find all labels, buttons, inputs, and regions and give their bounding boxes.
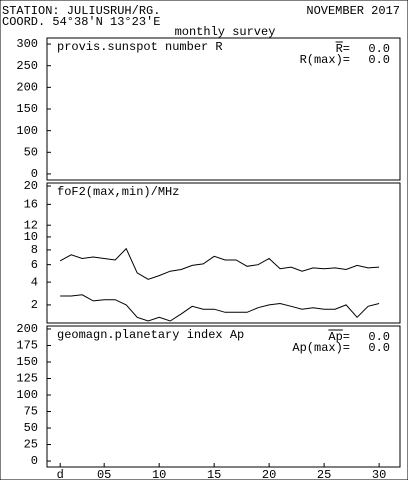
- y-tick-label: 20: [24, 179, 38, 193]
- y-tick-label: 0: [31, 167, 38, 181]
- x-tick-label: 10: [152, 468, 166, 480]
- y-tick-label: 25: [24, 438, 38, 452]
- y-tick-label: 200: [16, 322, 38, 336]
- y-tick-label: 200: [16, 81, 38, 95]
- stat-label: Ap=: [328, 330, 350, 344]
- y-tick-label: 0: [31, 454, 38, 468]
- stat-value: 0.0: [368, 42, 390, 56]
- x-tick-label: 05: [97, 468, 111, 480]
- y-tick-label: 2: [31, 298, 38, 312]
- x-tick-label: d: [57, 468, 64, 480]
- panel-title: foF2(max,min)/MHz: [57, 185, 179, 199]
- x-tick-label: 30: [372, 468, 386, 480]
- panel: [46, 182, 401, 324]
- stat-value: 0.0: [368, 53, 390, 67]
- y-tick-label: 8: [31, 243, 38, 257]
- y-tick-label: 150: [16, 102, 38, 116]
- panel-title: provis.sunspot number R: [57, 40, 223, 54]
- y-tick-label: 75: [24, 405, 38, 419]
- date: NOVEMBER 2017: [306, 4, 400, 18]
- x-tick-label: 15: [207, 468, 221, 480]
- y-tick-label: 125: [16, 372, 38, 386]
- y-tick-label: 4: [31, 275, 38, 289]
- y-tick-label: 50: [24, 421, 38, 435]
- stat-value: 0.0: [368, 330, 390, 344]
- y-tick-label: 12: [24, 218, 38, 232]
- panel: [46, 325, 401, 468]
- y-tick-label: 100: [16, 388, 38, 402]
- y-tick-label: 16: [24, 198, 38, 212]
- station: STATION: JULIUSRUH/RG.: [2, 4, 160, 18]
- y-tick-label: 6: [31, 258, 38, 272]
- stat-label: R=: [336, 42, 350, 56]
- y-tick-label: 100: [16, 124, 38, 138]
- series-line: [59, 247, 380, 280]
- coord: COORD. 54°38'N 13°23'E: [2, 15, 160, 29]
- stat-label: Ap(max)=: [292, 341, 350, 355]
- y-tick-label: 150: [16, 355, 38, 369]
- y-tick-label: 175: [16, 339, 38, 353]
- y-tick-label: 50: [24, 145, 38, 159]
- y-tick-label: 250: [16, 59, 38, 73]
- y-tick-label: 10: [24, 230, 38, 244]
- stat-value: 0.0: [368, 341, 390, 355]
- y-tick-label: 300: [16, 37, 38, 51]
- panel-title: geomagn.planetary index Ap: [57, 328, 244, 342]
- series-line: [60, 294, 380, 322]
- stat-label: R(max)=: [300, 53, 350, 67]
- x-tick-label: 20: [262, 468, 276, 480]
- subtitle: monthly survey: [175, 25, 276, 39]
- x-tick-label: 25: [317, 468, 331, 480]
